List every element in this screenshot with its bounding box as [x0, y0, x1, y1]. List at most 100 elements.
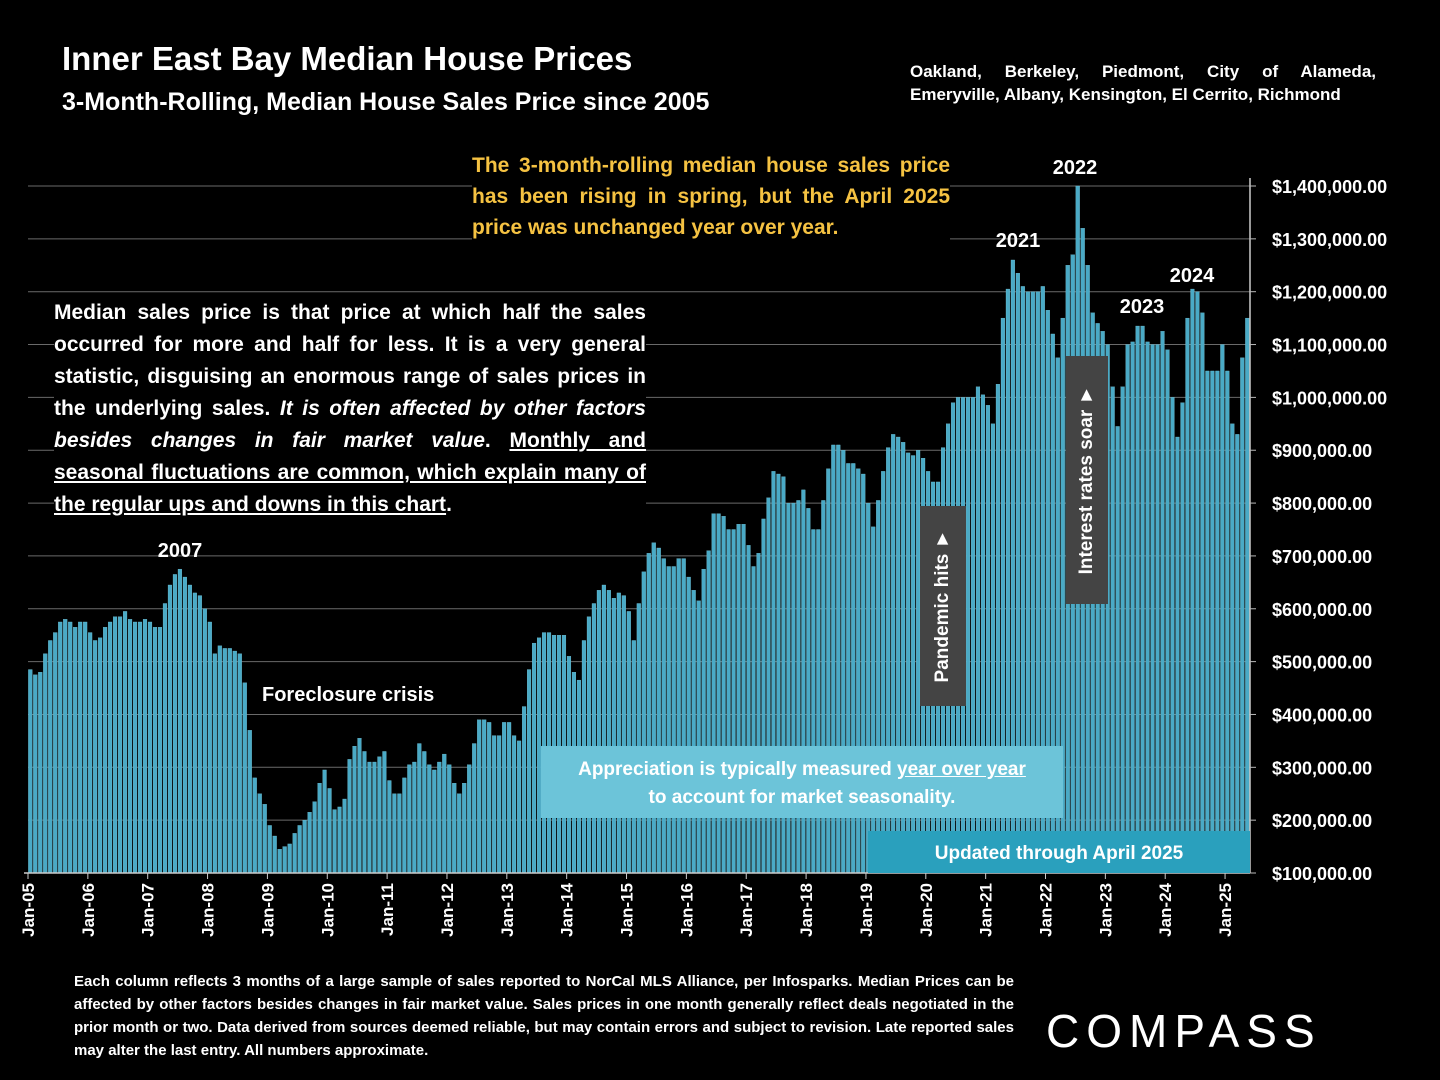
price-bar — [586, 616, 591, 874]
pandemic-label: Pandemic hits ► — [920, 506, 966, 706]
price-bar — [681, 558, 686, 874]
price-bar — [212, 653, 217, 874]
price-bar — [736, 524, 741, 874]
price-bar — [527, 669, 532, 874]
median-explanation: Median sales price is that price at whic… — [54, 297, 646, 521]
price-bar — [103, 627, 108, 874]
price-bar — [1140, 325, 1145, 874]
price-bar — [247, 730, 252, 874]
x-tick-label: Jan-12 — [438, 883, 457, 937]
price-bar — [297, 825, 302, 874]
price-bar — [93, 640, 98, 874]
y-tick-label: $1,300,000.00 — [1272, 230, 1387, 250]
price-bar — [157, 627, 163, 874]
price-bar — [711, 513, 716, 874]
price-bar — [118, 616, 123, 874]
price-bar — [367, 761, 372, 874]
price-bar — [731, 529, 736, 874]
updated-banner: Updated through April 2025 — [868, 831, 1250, 873]
x-tick-label: Jan-06 — [79, 883, 98, 937]
price-bar — [147, 621, 153, 874]
price-bar — [382, 751, 387, 874]
price-bar — [811, 529, 816, 874]
price-bar — [706, 550, 711, 874]
price-bar — [202, 608, 207, 874]
x-tick-label: Jan-25 — [1216, 883, 1235, 937]
price-bar — [671, 566, 676, 874]
price-bar — [98, 637, 103, 874]
price-bar — [871, 526, 876, 874]
price-bar — [227, 648, 232, 874]
price-bar — [347, 759, 352, 874]
y-tick-label: $800,000.00 — [1272, 494, 1372, 514]
price-bar — [621, 595, 626, 874]
price-bar — [691, 590, 696, 874]
price-bar — [187, 584, 192, 874]
price-bar — [1175, 436, 1180, 874]
price-bar — [1165, 349, 1170, 874]
y-axis-ticks: $100,000.00 $200,000.00 $300,000.00 $400,00… — [1250, 177, 1387, 884]
price-bar — [287, 843, 292, 874]
price-bar — [1210, 370, 1215, 874]
price-bar — [442, 753, 447, 874]
y-tick-label: $1,000,000.00 — [1272, 388, 1387, 408]
price-bar — [43, 653, 48, 874]
price-bar — [1145, 341, 1150, 874]
x-tick-label: Jan-09 — [258, 883, 277, 937]
x-tick-label: Jan-05 — [19, 883, 38, 937]
price-bar — [432, 769, 437, 874]
price-bar — [1110, 386, 1115, 874]
price-bar — [162, 603, 168, 874]
median-explanation-sep: . — [484, 429, 510, 452]
price-bar — [601, 584, 606, 874]
price-bar — [317, 783, 322, 874]
price-bar — [152, 627, 158, 874]
price-bar — [292, 833, 297, 874]
x-tick-label: Jan-07 — [139, 883, 158, 937]
x-tick-label: Jan-13 — [498, 883, 517, 937]
price-bar — [33, 674, 38, 874]
price-bar — [487, 722, 492, 874]
price-bar — [217, 645, 222, 874]
price-bar — [128, 619, 133, 874]
price-bar — [666, 566, 671, 874]
y-tick-label: $400,000.00 — [1272, 705, 1372, 725]
price-bar — [142, 619, 148, 874]
price-bar — [357, 738, 362, 874]
price-bar — [422, 751, 427, 874]
annotation-label: Foreclosure crisis — [262, 684, 434, 706]
pandemic-text: Pandemic hits ► — [932, 529, 953, 683]
price-bar — [207, 621, 212, 874]
y-tick-label: $1,100,000.00 — [1272, 336, 1387, 356]
x-tick-label: Jan-24 — [1156, 882, 1175, 936]
price-bar — [113, 616, 118, 874]
price-bar — [1220, 344, 1225, 874]
price-bar — [242, 682, 247, 874]
x-tick-label: Jan-11 — [378, 883, 397, 936]
price-bar — [177, 568, 182, 874]
price-bar — [676, 558, 681, 874]
price-bar — [472, 743, 477, 874]
price-bar — [751, 566, 756, 874]
price-bar — [1245, 317, 1250, 874]
price-bar — [1130, 341, 1135, 874]
price-bar — [1215, 370, 1220, 874]
price-bar — [686, 576, 691, 874]
x-tick-label: Jan-21 — [977, 883, 996, 937]
median-explanation-italic: It is often affected by other factors be… — [54, 397, 646, 452]
price-bar — [1240, 357, 1245, 874]
price-bar — [237, 653, 242, 874]
price-bar — [282, 846, 287, 874]
y-tick-label: $300,000.00 — [1272, 758, 1372, 778]
price-bar — [1200, 312, 1205, 874]
price-bar — [512, 735, 517, 874]
x-axis-ticks: Jan-05 Jan-06 Jan-07 Jan-08 Jan-09 Jan-10 Jan-… — [19, 873, 1235, 937]
price-bar — [332, 809, 337, 874]
annotation-label: 2023 — [1120, 296, 1165, 318]
price-bar — [806, 508, 811, 874]
price-bar — [377, 756, 382, 874]
price-bar — [626, 611, 631, 874]
price-bar — [63, 619, 68, 874]
price-bar — [1205, 370, 1210, 874]
